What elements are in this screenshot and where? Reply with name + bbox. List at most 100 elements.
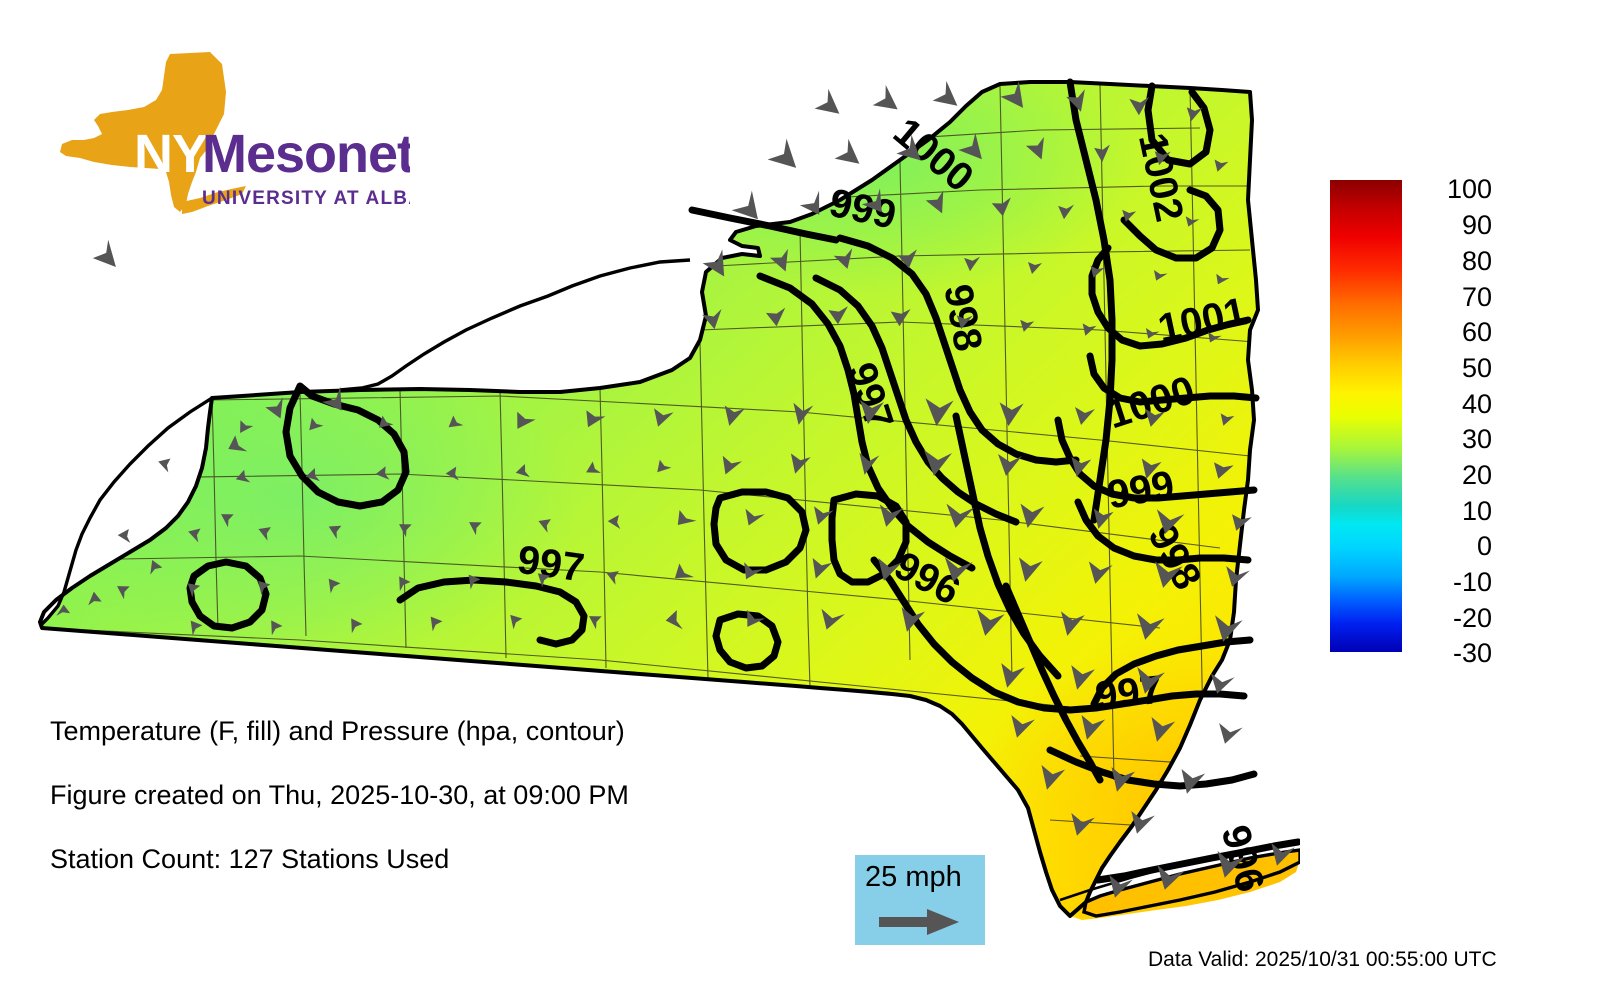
wind-arrow — [589, 616, 602, 630]
colorbar-tick: 60 — [1461, 317, 1492, 347]
wind-arrow — [228, 435, 248, 452]
wind-arrow — [1075, 407, 1095, 425]
wind-arrow — [117, 529, 131, 544]
wind-arrow — [958, 132, 982, 160]
wind-arrow — [150, 559, 163, 575]
wind-arrow — [790, 453, 811, 474]
wind-arrow — [860, 400, 884, 424]
wind-arrow — [305, 468, 320, 482]
colorbar-tick: 70 — [1461, 282, 1492, 312]
logo-state-shape — [60, 52, 226, 212]
wind-arrow — [677, 509, 697, 526]
contour-1002-line — [1066, 78, 1116, 524]
wind-arrow — [1226, 566, 1250, 587]
wind-arrow — [586, 461, 601, 473]
wind-arrow — [328, 578, 341, 594]
wind-arrow — [1001, 663, 1025, 688]
wind-arrow — [1208, 331, 1222, 343]
wind-arrow — [445, 466, 459, 481]
logo-primary-text: NYS — [134, 124, 242, 184]
wind-arrow — [1019, 557, 1043, 582]
wind-arrow — [722, 455, 743, 475]
wind-arrow — [872, 84, 898, 110]
wind-arrow — [859, 452, 880, 475]
wind-arrow — [1094, 144, 1110, 163]
wind-arrow — [653, 408, 674, 427]
wind-arrow — [925, 398, 954, 427]
wind-arrow — [221, 514, 234, 528]
wind-arrow — [1157, 864, 1185, 890]
wind-arrow — [1088, 561, 1113, 584]
contour-996-long-island — [1094, 838, 1300, 884]
wind-arrow — [964, 256, 981, 272]
wind-arrow — [235, 469, 251, 483]
wind-arrow — [258, 527, 271, 541]
contour-closed-loop-south — [712, 610, 782, 672]
wind-arrow — [1137, 613, 1165, 640]
wind-arrow — [924, 450, 952, 476]
contour-996-southeast — [1046, 746, 1258, 790]
contour-999-north — [836, 234, 1080, 466]
nys-mesonet-logo: NYS Mesonet UNIVERSITY AT ALBANY — [50, 52, 410, 222]
colorbar-tick: 50 — [1461, 353, 1492, 383]
weather-map[interactable]: 1002 1001 1000 1000 999 999 998 998 997 … — [0, 0, 1300, 960]
wind-arrow — [1129, 96, 1150, 116]
wind-arrow — [1155, 561, 1183, 588]
wind-arrow — [469, 522, 482, 536]
lake-areas — [40, 248, 690, 626]
wind-arrow — [944, 557, 973, 582]
wind-arrow — [378, 415, 394, 428]
contour-997-hudson — [1090, 636, 1254, 708]
wind-arrow — [1109, 875, 1133, 898]
wind-arrow — [861, 188, 882, 213]
wind-arrow — [1131, 811, 1155, 834]
wind-arrow — [1153, 270, 1168, 281]
wind-arrow — [769, 248, 788, 272]
wind-arrow — [814, 88, 840, 114]
wind-arrow — [674, 563, 695, 579]
wind-arrow — [1028, 262, 1042, 274]
wind-arrow — [932, 80, 958, 106]
wind-arrow — [1219, 723, 1243, 744]
logo-subtitle: UNIVERSITY AT ALBANY — [202, 188, 410, 209]
contour-997-western-loop — [282, 382, 410, 510]
map-svg[interactable]: 1002 1001 1000 1000 999 999 998 998 997 … — [0, 0, 1300, 960]
wind-arrow — [767, 138, 797, 168]
wind-arrow — [731, 190, 758, 220]
colorbar-gradient — [1330, 180, 1402, 652]
colorbar-tick: 80 — [1461, 246, 1492, 276]
contour-1001-branch — [1120, 186, 1224, 262]
contour-997-southwest — [396, 576, 588, 648]
temperature-colorbar: 100 90 80 70 60 50 40 30 20 10 0 -10 -20… — [1330, 176, 1570, 667]
wind-arrow — [607, 515, 621, 530]
wind-arrow — [1071, 813, 1095, 836]
wind-arrow — [813, 506, 834, 525]
lake-erie-shoreline — [38, 396, 213, 628]
colorbar-tick: 10 — [1461, 496, 1492, 526]
wind-arrow — [399, 576, 411, 592]
wind-arrow — [1000, 81, 1024, 108]
wind-arrow — [765, 307, 786, 327]
wind-arrow — [187, 583, 201, 598]
wind-arrow — [56, 604, 71, 616]
wind-arrow — [515, 464, 530, 478]
wind-arrow — [1082, 323, 1097, 336]
wind-arrow — [188, 528, 201, 543]
wind-arrow — [517, 411, 536, 429]
colorbar-tick: 20 — [1461, 460, 1492, 490]
wind-arrow — [665, 610, 683, 630]
wind-arrow — [537, 573, 551, 588]
wind-arrow — [468, 574, 481, 590]
contour-1002-loop — [1144, 82, 1214, 168]
contour-997-line — [756, 272, 976, 572]
colorbar-tick: -20 — [1452, 603, 1492, 633]
wind-arrow — [430, 616, 443, 632]
wind-arrow — [1216, 273, 1230, 285]
wind-legend-label: 25 mph — [865, 861, 962, 893]
wind-arrow — [999, 402, 1024, 427]
colorbar-tick: -10 — [1452, 567, 1492, 597]
contour-998-east — [1074, 498, 1252, 564]
wind-arrow — [1041, 765, 1066, 790]
wind-arrow — [1151, 717, 1176, 742]
wind-arrow — [1020, 503, 1045, 528]
